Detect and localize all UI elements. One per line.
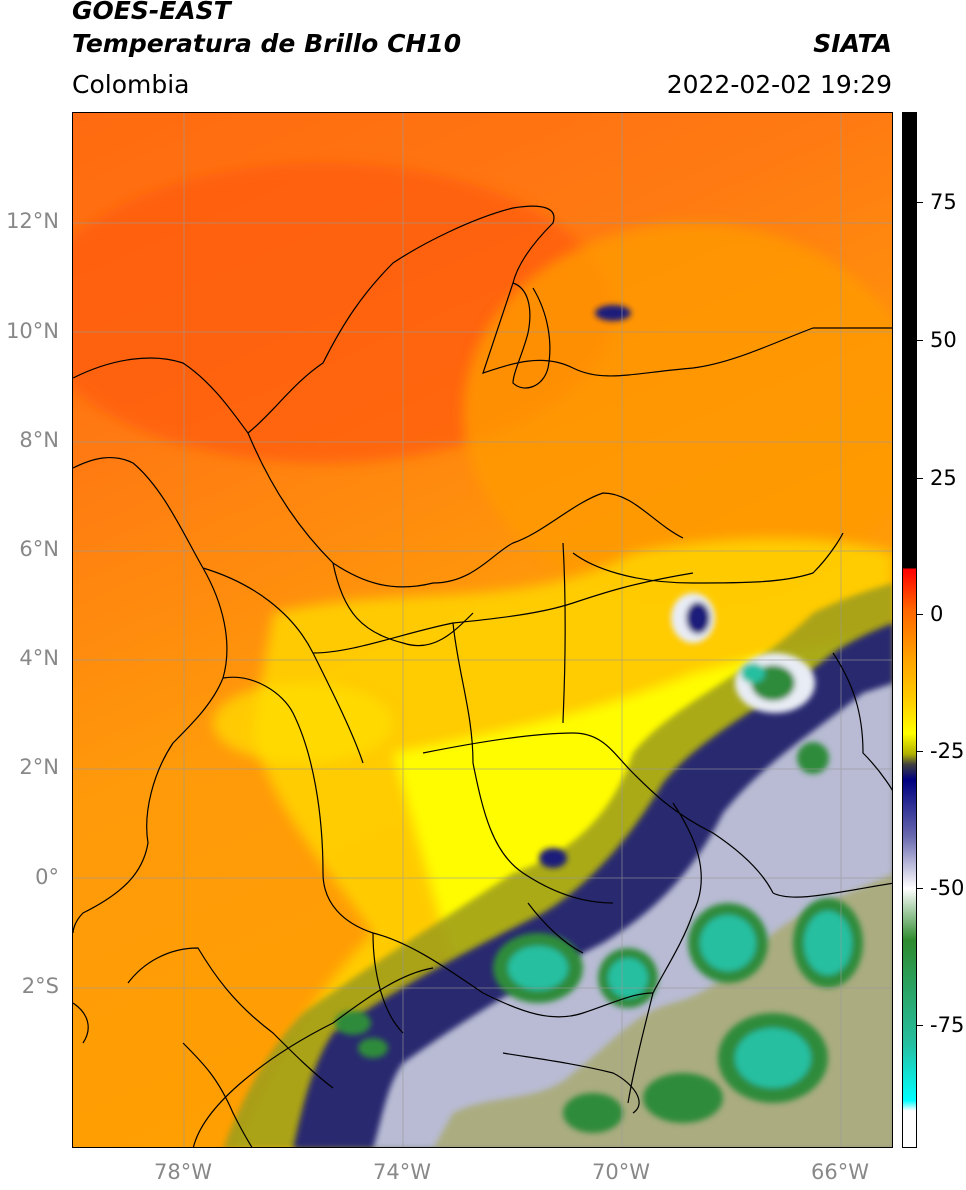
region-label: Colombia (72, 70, 190, 99)
lat-label-12n: 12°N (6, 209, 59, 233)
orange-zone-east (463, 223, 892, 603)
lat-label-2s: 2°S (21, 974, 59, 998)
yellow-patch-west (213, 683, 393, 763)
lon-label-78w: 78°W (154, 1160, 212, 1184)
coastlines-borders (73, 205, 892, 1147)
lat-label-2n: 2°N (19, 755, 59, 779)
lon-label-74w: 74°W (373, 1160, 431, 1184)
colorbar-tick (917, 614, 923, 615)
satellite-title: GOES-EAST (72, 0, 231, 25)
lat-label-6n: 6°N (19, 537, 59, 561)
map-canvas (73, 113, 892, 1147)
satellite-map[interactable] (72, 112, 893, 1148)
agency-label: SIATA (813, 29, 892, 58)
colorbar-tick (917, 888, 923, 889)
colorbar (902, 112, 917, 1148)
product-title: Temperatura de Brillo CH10 (72, 29, 462, 58)
grid-lines (73, 113, 892, 1147)
colorbar-tick (917, 751, 923, 752)
colorbar-label-minus75: -75 (930, 1013, 965, 1037)
timestamp-label: 2022-02-02 19:29 (666, 70, 892, 99)
colorbar-label-minus25: -25 (930, 739, 965, 763)
lon-label-70w: 70°W (592, 1160, 650, 1184)
colorbar-label-minus50: -50 (930, 876, 965, 900)
colorbar-tick (917, 1025, 923, 1026)
colorbar-tick (917, 340, 923, 341)
colorbar-tick (917, 202, 923, 203)
lat-label-10n: 10°N (6, 319, 59, 343)
colorbar-label-50: 50 (930, 328, 957, 352)
colorbar-label-0: 0 (930, 602, 944, 626)
lon-label-66w: 66°W (811, 1160, 869, 1184)
colorbar-tick (917, 478, 923, 479)
colorbar-label-75: 75 (930, 190, 957, 214)
lat-label-0: 0° (35, 865, 59, 889)
colorbar-label-25: 25 (930, 466, 957, 490)
colorbar-gradient (903, 113, 916, 1147)
lat-label-4n: 4°N (19, 646, 59, 670)
lat-label-8n: 8°N (19, 428, 59, 452)
cold-cloud-tops (335, 305, 863, 1133)
